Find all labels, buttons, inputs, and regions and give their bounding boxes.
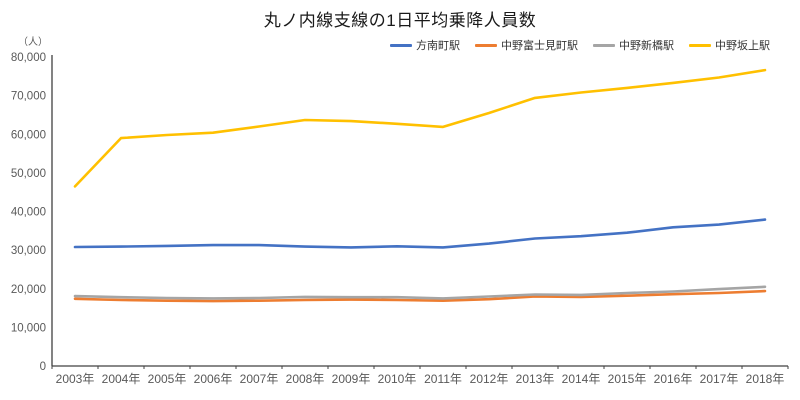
legend-swatch-icon [390, 43, 412, 47]
x-axis-label: 2005年 [148, 372, 187, 386]
x-axis-label: 2010年 [378, 372, 417, 386]
x-axis-label: 2012年 [470, 372, 509, 386]
series-line-3 [73, 68, 767, 188]
legend-label: 中野坂上駅 [715, 40, 770, 52]
series-line-2 [73, 285, 767, 300]
legend: 方南町駅 中野富士見町駅 中野新橋駅 中野坂上駅 [390, 37, 770, 53]
x-axis-label: 2003年 [56, 372, 95, 386]
x-axis-label: 2017年 [700, 372, 739, 386]
y-axis-label: 50,000 [11, 168, 46, 180]
legend-swatch-icon [475, 43, 497, 47]
y-axis-label: 70,000 [11, 91, 46, 103]
x-axis-label: 2014年 [562, 372, 601, 386]
y-axis-label: 20,000 [11, 284, 46, 296]
x-axis-label: 2009年 [332, 372, 371, 386]
y-axis-label: 40,000 [11, 207, 46, 219]
series-line-1 [73, 289, 767, 303]
legend-swatch-icon [689, 43, 711, 47]
series-line-0 [73, 218, 767, 249]
legend-label: 中野新橋駅 [619, 40, 674, 52]
y-axis-label: 10,000 [11, 322, 46, 334]
legend-item-1: 中野富士見町駅 [475, 37, 578, 53]
x-axis-label: 2008年 [286, 372, 325, 386]
x-axis-label: 2007年 [240, 372, 279, 386]
x-axis-label: 2016年 [654, 372, 693, 386]
y-axis-label: 60,000 [11, 129, 46, 141]
y-axis-label: 80,000 [11, 52, 46, 64]
y-axis-label: 30,000 [11, 245, 46, 257]
legend-swatch-icon [593, 43, 615, 47]
x-axis-label: 2006年 [194, 372, 233, 386]
y-axis-label: 0 [40, 361, 46, 373]
x-axis-label: 2011年 [424, 372, 462, 386]
x-axis-label: 2013年 [516, 372, 555, 386]
legend-label: 方南町駅 [416, 40, 460, 52]
x-axis-label: 2015年 [608, 372, 647, 386]
x-axis-label: 2004年 [102, 372, 141, 386]
y-axis-unit-label: （人） [18, 37, 48, 48]
legend-label: 中野富士見町駅 [501, 40, 578, 52]
chart-title: 丸ノ内線支線の1日平均乗降人員数 [263, 11, 537, 30]
legend-item-0: 方南町駅 [390, 37, 460, 53]
legend-item-2: 中野新橋駅 [593, 37, 674, 53]
legend-item-3: 中野坂上駅 [689, 37, 770, 53]
x-axis-label: 2018年 [746, 372, 785, 386]
